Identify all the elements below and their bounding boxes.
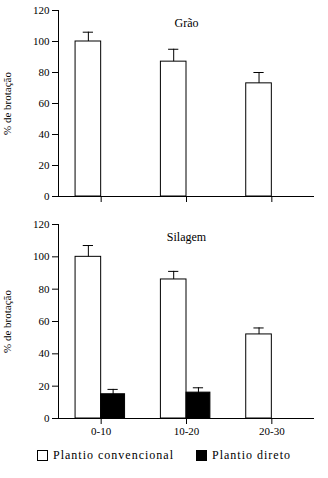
svg-text:0: 0 (44, 412, 50, 424)
svg-text:20: 20 (39, 380, 51, 392)
svg-text:0: 0 (44, 190, 50, 202)
svg-text:80: 80 (39, 66, 51, 78)
html-text:Plantio direto: Plantio direto (212, 448, 291, 462)
svg-text:10-20: 10-20 (174, 425, 200, 437)
svg-text:Silagem: Silagem (167, 230, 207, 244)
svg-text:80: 80 (39, 283, 51, 295)
svg-text:40: 40 (39, 128, 51, 140)
svg-text:% de brotação: % de brotação (1, 72, 13, 135)
svg-text:20-30: 20-30 (259, 425, 285, 437)
svg-text:60: 60 (39, 97, 51, 109)
svg-text:60: 60 (39, 315, 51, 327)
svg-text:100: 100 (33, 250, 50, 262)
svg-text:100: 100 (33, 35, 50, 47)
svg-text:40: 40 (39, 347, 51, 359)
svg-text:0-10: 0-10 (91, 425, 112, 437)
html-text:Plantio convencional: Plantio convencional (53, 448, 174, 462)
svg-text:Grão: Grão (175, 16, 199, 30)
svg-text:20: 20 (39, 159, 51, 171)
svg-text:% de brotação: % de brotação (1, 290, 13, 353)
svg-text:120: 120 (33, 4, 50, 16)
svg-text:120: 120 (33, 218, 50, 230)
